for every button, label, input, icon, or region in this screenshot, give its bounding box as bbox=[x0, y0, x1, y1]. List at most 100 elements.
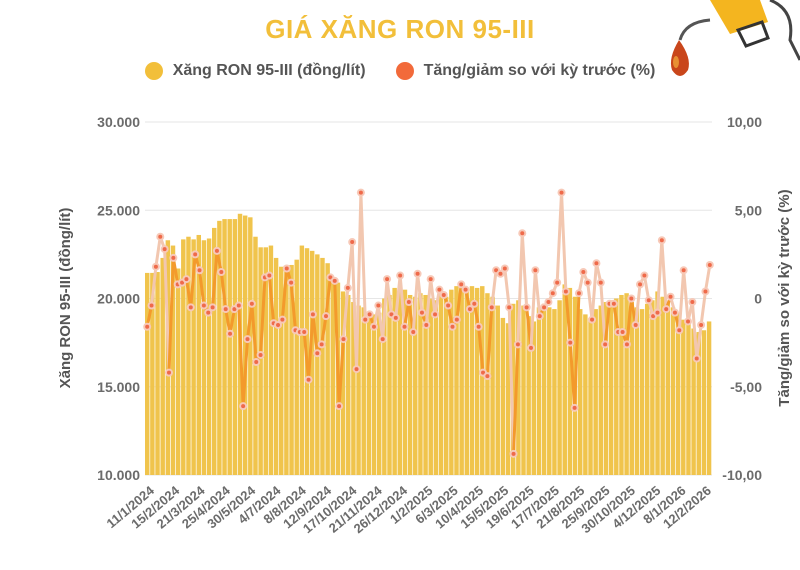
price-bar[interactable] bbox=[268, 245, 274, 475]
price-bar[interactable] bbox=[366, 314, 372, 475]
price-bar[interactable] bbox=[356, 305, 361, 475]
price-bar[interactable] bbox=[474, 287, 480, 475]
price-bar[interactable] bbox=[469, 286, 475, 475]
price-bar[interactable] bbox=[150, 272, 155, 475]
price-bar[interactable] bbox=[160, 257, 165, 475]
price-bar[interactable] bbox=[696, 332, 701, 475]
price-bar[interactable] bbox=[577, 309, 583, 475]
price-bar[interactable] bbox=[145, 272, 150, 475]
price-bar[interactable] bbox=[644, 303, 650, 475]
price-bar[interactable] bbox=[397, 287, 403, 475]
price-bar[interactable] bbox=[201, 240, 207, 475]
price-bar[interactable] bbox=[650, 300, 655, 475]
price-bar[interactable] bbox=[701, 330, 707, 475]
price-bar[interactable] bbox=[186, 236, 191, 475]
price-bar[interactable] bbox=[371, 314, 377, 475]
price-bar[interactable] bbox=[418, 293, 423, 475]
price-bar[interactable] bbox=[351, 302, 356, 475]
price-bar[interactable] bbox=[206, 238, 212, 475]
price-bar[interactable] bbox=[376, 312, 382, 475]
price-bar[interactable] bbox=[217, 220, 222, 475]
price-bar[interactable] bbox=[222, 219, 227, 475]
price-bar[interactable] bbox=[320, 257, 325, 475]
price-bar[interactable] bbox=[629, 302, 634, 475]
price-bar[interactable] bbox=[583, 314, 588, 475]
price-bar[interactable] bbox=[562, 284, 567, 475]
price-bar[interactable] bbox=[263, 247, 269, 475]
price-bar[interactable] bbox=[706, 321, 712, 475]
price-bar[interactable] bbox=[681, 319, 686, 475]
price-bar[interactable] bbox=[428, 298, 433, 476]
price-bar[interactable] bbox=[175, 268, 181, 475]
price-bar[interactable] bbox=[567, 287, 573, 475]
price-bar[interactable] bbox=[382, 298, 387, 476]
price-bar[interactable] bbox=[526, 316, 531, 475]
price-bar[interactable] bbox=[315, 254, 320, 475]
legend-item-price[interactable]: Xăng RON 95-III (đồng/lít) bbox=[144, 62, 366, 80]
price-bar[interactable] bbox=[289, 264, 294, 475]
price-bar[interactable] bbox=[232, 219, 238, 475]
price-bar[interactable] bbox=[547, 307, 552, 475]
price-bar[interactable] bbox=[248, 217, 253, 475]
price-bar[interactable] bbox=[212, 227, 217, 475]
price-bar[interactable] bbox=[191, 239, 196, 475]
legend-item-change[interactable]: Tăng/giảm so với kỳ trước (%) bbox=[395, 62, 655, 80]
price-bar[interactable] bbox=[170, 245, 176, 475]
price-bar[interactable] bbox=[438, 291, 444, 475]
price-bar[interactable] bbox=[665, 302, 671, 475]
price-bar[interactable] bbox=[449, 289, 454, 475]
price-bar[interactable] bbox=[299, 245, 305, 475]
price-bar[interactable] bbox=[258, 247, 263, 475]
price-bar[interactable] bbox=[309, 250, 315, 475]
price-bar[interactable] bbox=[531, 321, 537, 475]
price-bar[interactable] bbox=[598, 305, 604, 475]
price-bar[interactable] bbox=[639, 309, 645, 475]
price-bar[interactable] bbox=[155, 272, 160, 475]
price-bar[interactable] bbox=[608, 300, 614, 475]
price-bar[interactable] bbox=[485, 293, 490, 475]
price-bar[interactable] bbox=[510, 303, 516, 475]
price-bar[interactable] bbox=[392, 287, 397, 475]
price-bar[interactable] bbox=[279, 266, 284, 475]
price-bar[interactable] bbox=[593, 309, 598, 475]
price-bar[interactable] bbox=[423, 294, 428, 475]
price-bar[interactable] bbox=[557, 300, 562, 475]
price-bar[interactable] bbox=[459, 287, 464, 475]
price-bar[interactable] bbox=[402, 289, 408, 475]
price-bar[interactable] bbox=[691, 328, 696, 475]
price-bar[interactable] bbox=[670, 307, 676, 475]
price-bar[interactable] bbox=[552, 309, 557, 475]
price-bar[interactable] bbox=[294, 259, 299, 475]
price-bar[interactable] bbox=[413, 296, 418, 475]
price-bar[interactable] bbox=[655, 291, 660, 475]
price-bar[interactable] bbox=[619, 294, 624, 475]
price-bar[interactable] bbox=[505, 323, 511, 475]
price-bar[interactable] bbox=[227, 219, 232, 475]
price-bar[interactable] bbox=[284, 270, 289, 475]
price-bar[interactable] bbox=[614, 298, 619, 476]
price-bar[interactable] bbox=[675, 312, 681, 475]
price-bar[interactable] bbox=[624, 293, 629, 475]
price-bar[interactable] bbox=[454, 286, 459, 475]
price-bar[interactable] bbox=[407, 294, 413, 475]
price-bar[interactable] bbox=[387, 294, 392, 475]
price-bar[interactable] bbox=[464, 289, 470, 475]
price-bar[interactable] bbox=[660, 296, 665, 475]
price-bar[interactable] bbox=[325, 263, 330, 475]
price-bar[interactable] bbox=[536, 307, 542, 475]
price-bar[interactable] bbox=[500, 317, 506, 475]
price-bar[interactable] bbox=[340, 291, 346, 475]
price-bar[interactable] bbox=[480, 286, 485, 475]
price-bar[interactable] bbox=[490, 296, 495, 475]
price-bar[interactable] bbox=[242, 215, 248, 476]
price-bar[interactable] bbox=[603, 302, 609, 475]
price-bar[interactable] bbox=[634, 307, 640, 475]
price-bar[interactable] bbox=[433, 300, 439, 475]
price-bar[interactable] bbox=[516, 300, 521, 475]
price-bar[interactable] bbox=[330, 277, 336, 475]
price-bar[interactable] bbox=[346, 294, 351, 475]
price-bar[interactable] bbox=[541, 303, 547, 475]
price-bar[interactable] bbox=[273, 257, 279, 475]
price-bar[interactable] bbox=[495, 305, 500, 475]
price-bar[interactable] bbox=[686, 323, 691, 475]
